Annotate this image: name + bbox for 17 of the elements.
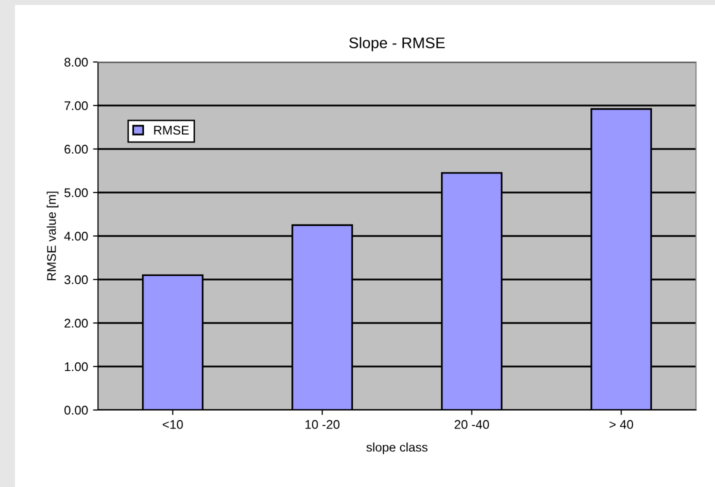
chart-title: Slope - RMSE [349, 37, 445, 52]
x-tick-label: 20 -40 [454, 420, 489, 429]
y-tick-label: 8.00 [64, 58, 88, 67]
y-tick-label: 5.00 [64, 188, 88, 198]
x-tick-label: > 40 [610, 420, 634, 429]
x-axis-title: slope class [366, 442, 428, 454]
y-tick-label: 2.00 [64, 318, 88, 328]
y-tick-label: 1.00 [64, 362, 88, 372]
y-tick-label: 4.00 [64, 232, 88, 241]
y-tick-label: 3.00 [64, 275, 88, 284]
y-tick-label: 0.00 [64, 406, 88, 415]
y-tick-label: 7.00 [64, 101, 88, 110]
x-tick-label: <10 [162, 420, 183, 429]
x-tick-label: 10 -20 [305, 420, 340, 429]
y-axis-title: RMSE value [m] [46, 192, 58, 280]
y-tick-label: 6.00 [64, 144, 88, 154]
legend-label: RMSE [154, 126, 189, 135]
